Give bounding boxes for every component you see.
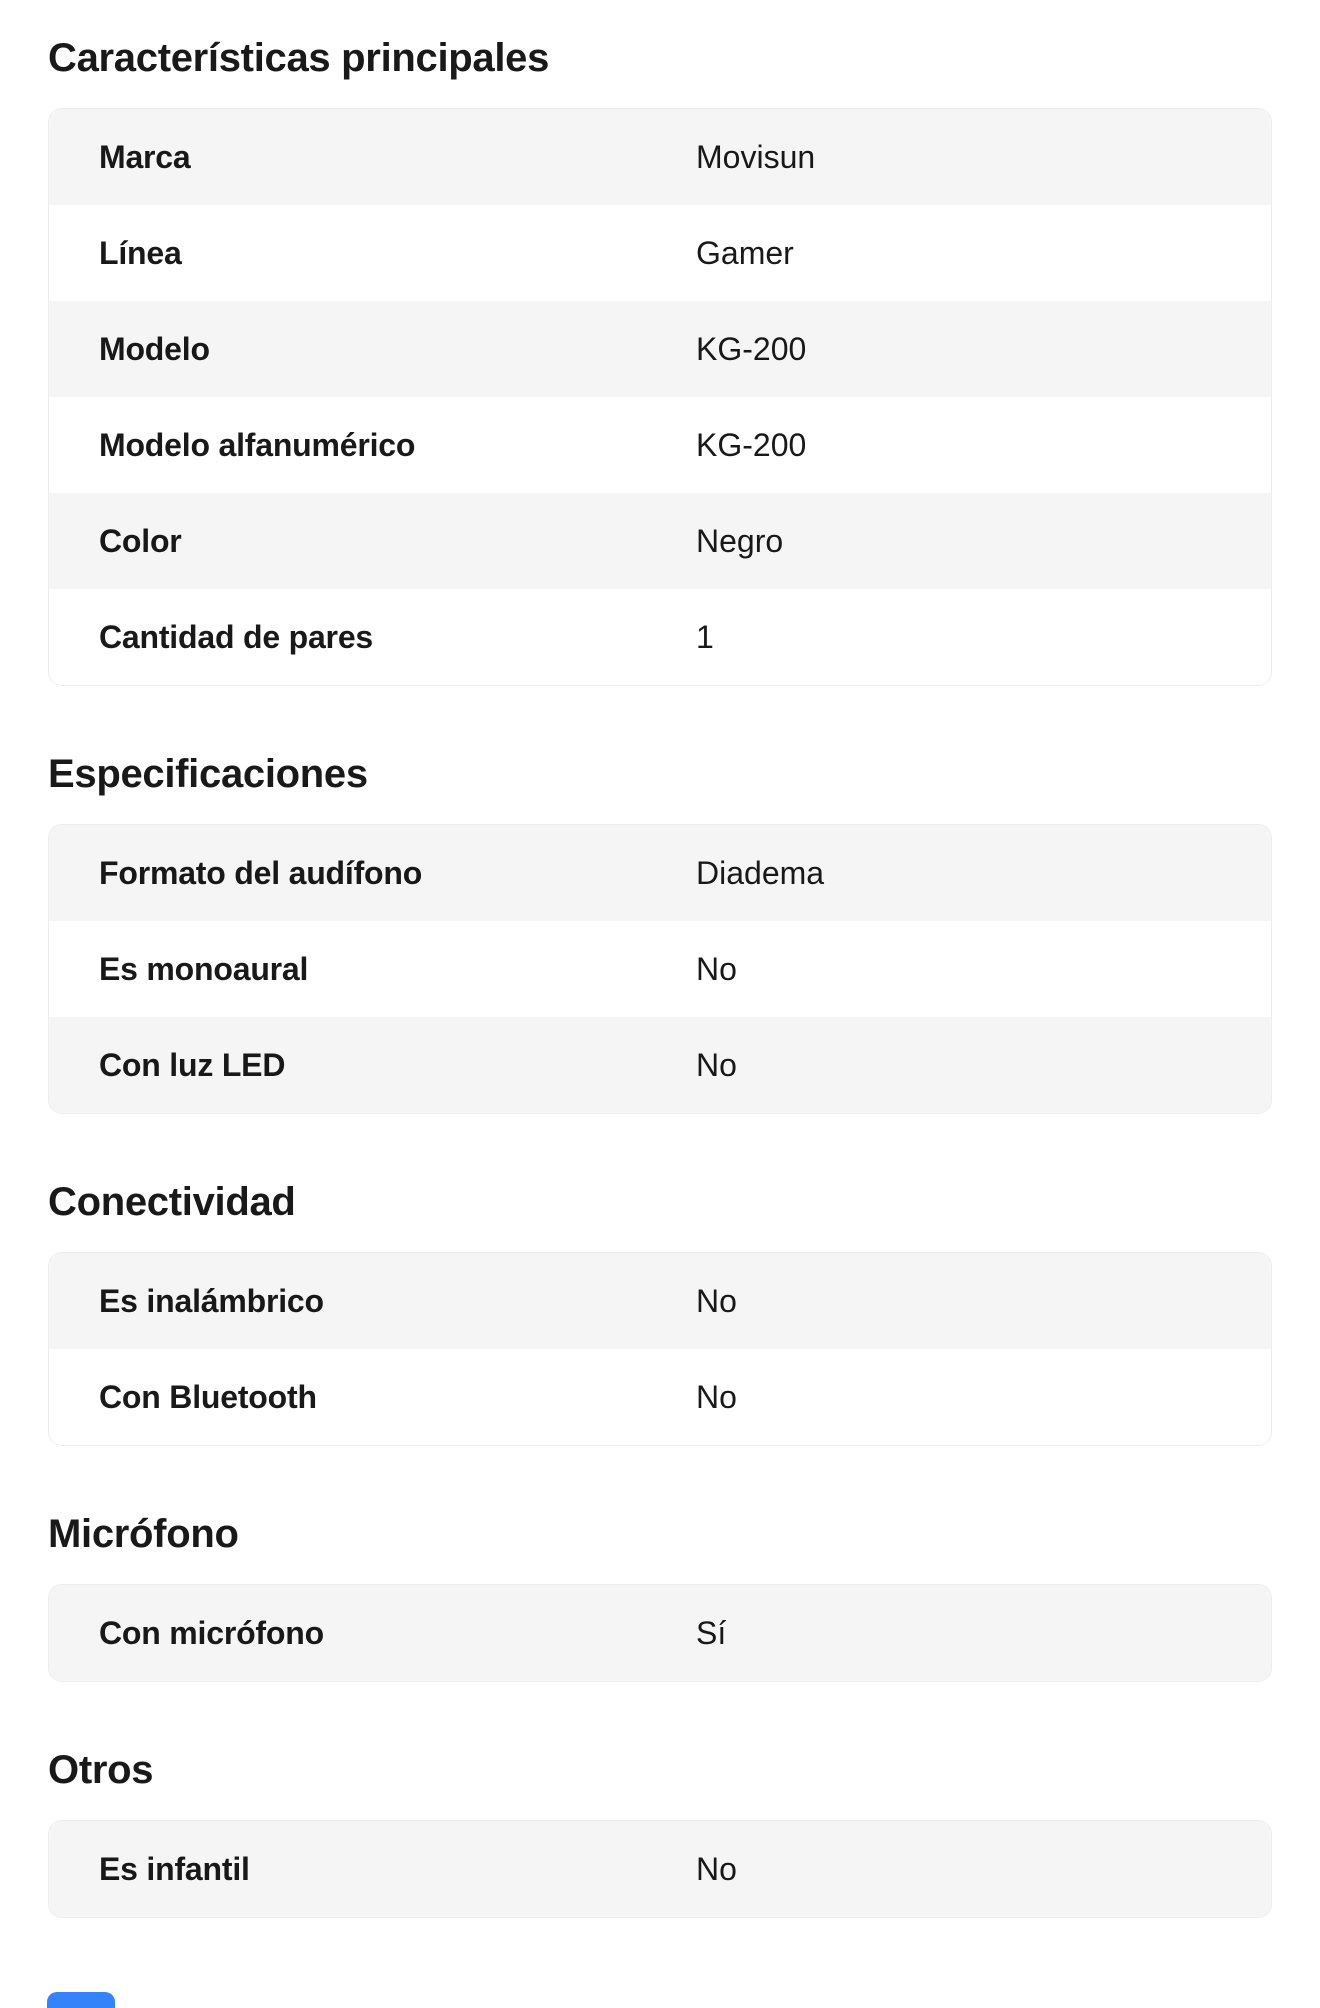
spec-label: Cantidad de pares xyxy=(99,618,374,655)
spec-value: 1 xyxy=(696,618,714,655)
spec-label: Marca xyxy=(99,138,191,175)
partially-visible-blue-button[interactable] xyxy=(47,1992,115,2008)
section-otros: Otros Es infantil No xyxy=(48,1746,1272,1918)
section-title: Micrófono xyxy=(48,1512,239,1556)
row-es-infantil: Es infantil No xyxy=(49,1821,1271,1917)
section-title: Otros xyxy=(48,1748,154,1792)
row-marca: Marca Movisun xyxy=(49,109,1271,205)
spec-value: KG-200 xyxy=(696,330,807,367)
spec-value: Gamer xyxy=(696,234,794,271)
spec-value: Diadema xyxy=(696,854,825,891)
spec-label: Color xyxy=(99,522,182,559)
spec-value: No xyxy=(696,950,737,987)
row-es-inalambrico: Es inalámbrico No xyxy=(49,1253,1271,1349)
spec-label: Con micrófono xyxy=(99,1614,324,1651)
spec-label: Con luz LED xyxy=(99,1046,286,1083)
row-cantidad-de-pares: Cantidad de pares 1 xyxy=(49,589,1271,685)
specs-table-microfono: Con micrófono Sí xyxy=(48,1584,1272,1682)
spec-label: Es infantil xyxy=(99,1850,250,1887)
spec-value: Movisun xyxy=(696,138,816,175)
spec-label: Es inalámbrico xyxy=(99,1282,324,1319)
row-formato-del-audifono: Formato del audífono Diadema xyxy=(49,825,1271,921)
section-conectividad: Conectividad Es inalámbrico No Con Bluet… xyxy=(48,1178,1272,1446)
specs-table-caracteristicas: Marca Movisun Línea Gamer Modelo KG-200 … xyxy=(48,108,1272,686)
specs-table-conectividad: Es inalámbrico No Con Bluetooth No xyxy=(48,1252,1272,1446)
spec-label: Modelo xyxy=(99,330,210,367)
section-microfono: Micrófono Con micrófono Sí xyxy=(48,1510,1272,1682)
spec-label: Es monoaural xyxy=(99,950,309,987)
spec-label: Línea xyxy=(99,234,182,271)
row-modelo-alfanumerico: Modelo alfanumérico KG-200 xyxy=(49,397,1271,493)
section-especificaciones: Especificaciones Formato del audífono Di… xyxy=(48,750,1272,1114)
spec-value: No xyxy=(696,1850,737,1887)
row-color: Color Negro xyxy=(49,493,1271,589)
spec-value: KG-200 xyxy=(696,426,807,463)
spec-label: Con Bluetooth xyxy=(99,1378,317,1415)
section-title: Características principales xyxy=(48,36,550,80)
spec-value: No xyxy=(696,1282,737,1319)
spec-label: Formato del audífono xyxy=(99,854,423,891)
section-caracteristicas-principales: Características principales Marca Movisu… xyxy=(48,34,1272,686)
spec-label: Modelo alfanumérico xyxy=(99,426,416,463)
specs-table-especificaciones: Formato del audífono Diadema Es monoaura… xyxy=(48,824,1272,1114)
spec-value: Sí xyxy=(696,1614,727,1651)
row-con-microfono: Con micrófono Sí xyxy=(49,1585,1271,1681)
spec-value: No xyxy=(696,1378,737,1415)
row-es-monoaural: Es monoaural No xyxy=(49,921,1271,1017)
row-modelo: Modelo KG-200 xyxy=(49,301,1271,397)
row-linea: Línea Gamer xyxy=(49,205,1271,301)
spec-value: No xyxy=(696,1046,737,1083)
spec-value: Negro xyxy=(696,522,784,559)
row-con-luz-led: Con luz LED No xyxy=(49,1017,1271,1113)
specs-table-otros: Es infantil No xyxy=(48,1820,1272,1918)
section-title: Conectividad xyxy=(48,1180,296,1224)
section-title: Especificaciones xyxy=(48,752,368,796)
row-con-bluetooth: Con Bluetooth No xyxy=(49,1349,1271,1445)
